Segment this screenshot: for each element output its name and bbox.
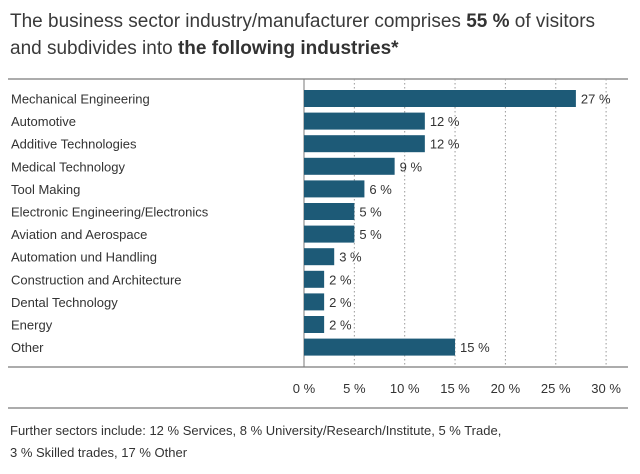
tick-labels: 0 % 5 % 10 % 15 % 20 % 25 % 30 % [293, 381, 622, 396]
title-highlight-percent: 55 % [466, 11, 510, 32]
tick-label: 5 % [343, 381, 366, 396]
category-label: Automotive [11, 114, 76, 129]
category-label: Construction and Architecture [11, 272, 182, 287]
category-label: Automation und Handling [11, 250, 157, 265]
data-label: 2 % [329, 318, 352, 333]
bar [304, 157, 395, 175]
bar [304, 270, 325, 288]
bar [304, 135, 425, 153]
category-label: Dental Technology [11, 295, 118, 310]
tick-label: 25 % [541, 381, 571, 396]
bar [304, 180, 365, 198]
data-label: 5 % [359, 227, 382, 242]
title-text-1: The business sector industry/manufacture… [10, 11, 467, 32]
bars-group [304, 90, 576, 356]
data-label: 2 % [329, 295, 352, 310]
tick-label: 30 % [591, 381, 621, 396]
bar [304, 90, 576, 107]
chart-title: The business sector industry/manufacture… [10, 8, 630, 62]
bar [304, 293, 325, 311]
bar [304, 112, 425, 130]
data-label: 2 % [329, 272, 352, 287]
data-label: 6 % [369, 182, 392, 197]
category-label: Other [11, 340, 44, 355]
tick-label: 10 % [390, 381, 420, 396]
category-label: Additive Technologies [11, 137, 137, 152]
data-label: 3 % [339, 250, 362, 265]
bar [304, 203, 355, 220]
footer-line-2: 3 % Skilled trades, 17 % Other [10, 445, 188, 460]
category-label: Tool Making [11, 182, 80, 197]
tick-label: 15 % [440, 381, 470, 396]
tick-label: 0 % [293, 381, 316, 396]
value-labels: 27 % 12 % 12 % 9 % 6 % 5 % 5 % 3 % 2 % 2 % 2 % 15 % [329, 92, 611, 356]
data-label: 15 % [460, 340, 490, 355]
category-label: Medical Technology [11, 159, 125, 174]
tick-label: 20 % [491, 381, 521, 396]
category-label: Mechanical Engineering [11, 92, 150, 107]
bar [304, 316, 325, 333]
bar [304, 338, 456, 356]
data-label: 5 % [359, 205, 382, 220]
data-label: 9 % [400, 159, 423, 174]
category-labels: Mechanical Engineering Automotive Additive… [11, 92, 209, 356]
footer-line-1: Further sectors include: 12 % Services, … [10, 423, 502, 438]
bar [304, 248, 335, 266]
footer-note: Further sectors include: 12 % Services, … [10, 420, 630, 464]
title-highlight-industries: the following industries* [177, 38, 399, 59]
data-label: 12 % [430, 137, 460, 152]
title-text-2: of visitors and subdivides into [10, 11, 596, 59]
bar [304, 225, 355, 243]
data-label: 27 % [581, 92, 611, 107]
category-label: Electronic Engineering/Electronics [11, 205, 209, 220]
category-label: Aviation and Aerospace [11, 227, 147, 242]
category-label: Energy [11, 318, 53, 333]
data-label: 12 % [430, 114, 460, 129]
